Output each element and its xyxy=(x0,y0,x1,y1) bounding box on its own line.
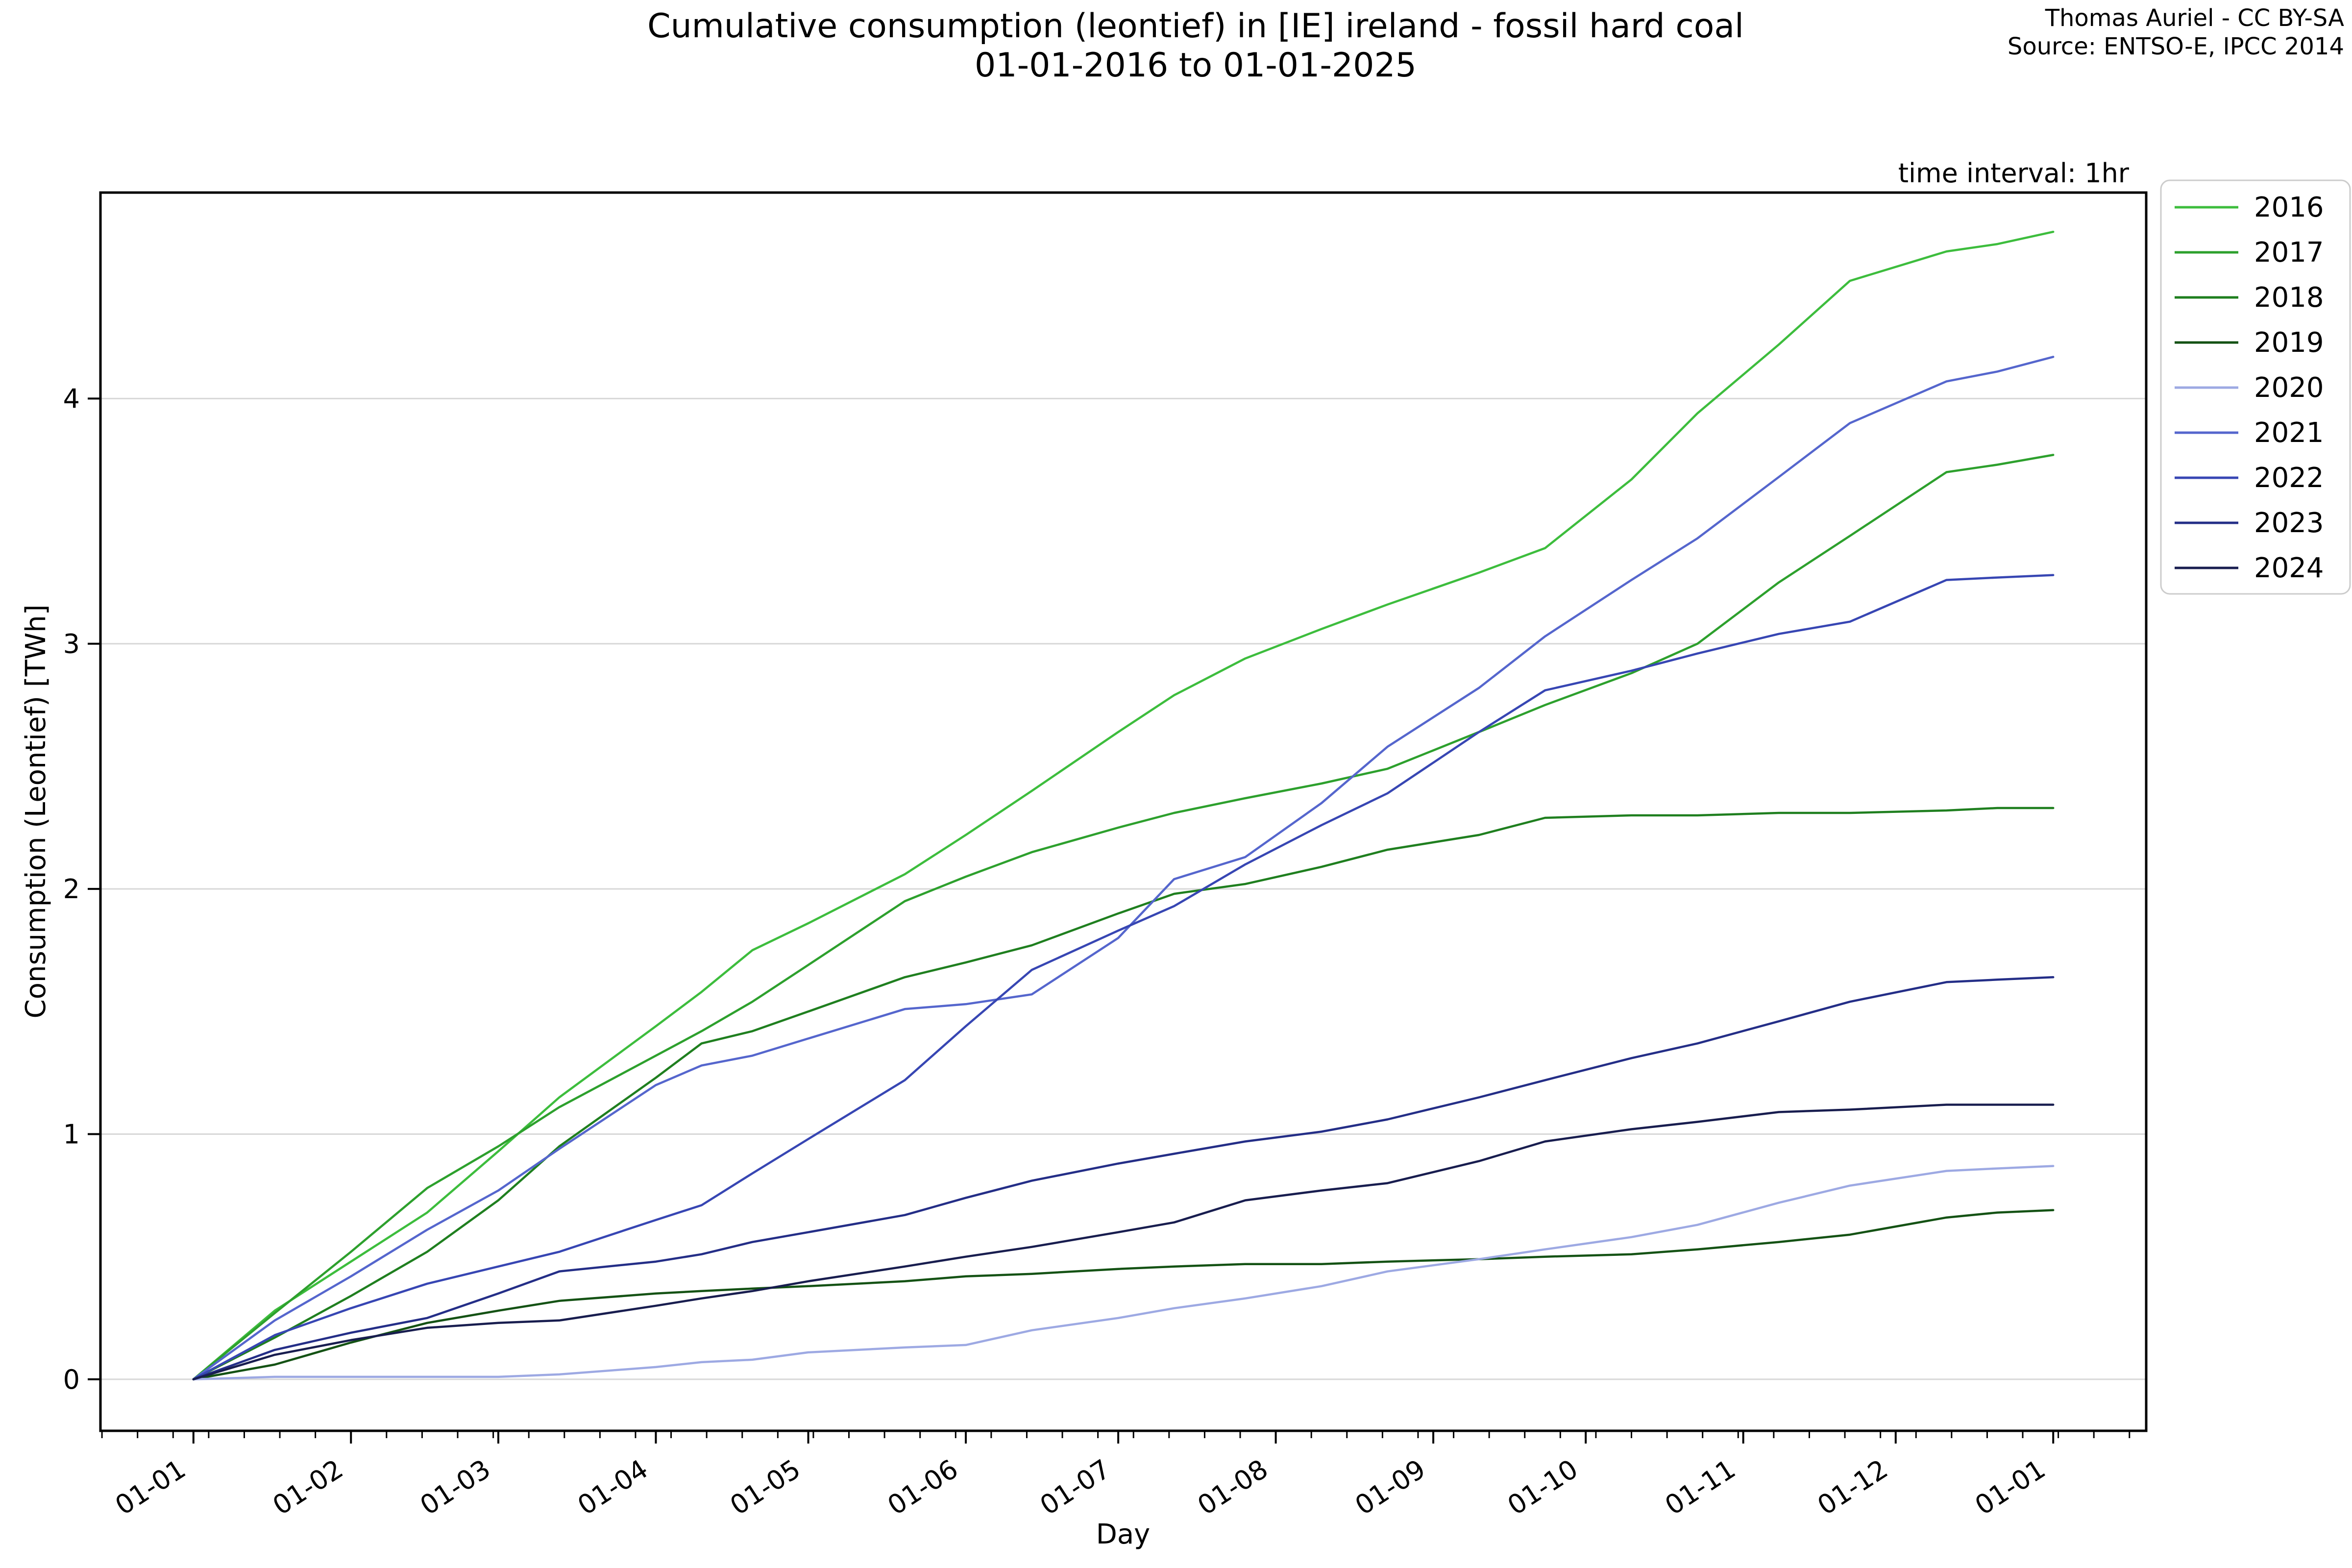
legend-label-2020: 2020 xyxy=(2254,372,2324,404)
legend-item-2020: 2020 xyxy=(2175,372,2324,404)
legend-item-2022: 2022 xyxy=(2175,462,2324,494)
x-tick-label-9: 01-10 xyxy=(1502,1453,1583,1521)
legend-item-2016: 2016 xyxy=(2175,192,2324,223)
x-tick-label-11: 01-12 xyxy=(1812,1453,1893,1521)
y-tick-label-1: 1 xyxy=(63,1119,80,1150)
chart-title: Cumulative consumption (leontief) in [IE… xyxy=(647,7,1744,85)
x-tick-label-12: 01-01 xyxy=(1969,1453,2051,1521)
series-line-2019 xyxy=(192,1209,2055,1381)
plot-border xyxy=(99,191,2148,1432)
legend-label-2017: 2017 xyxy=(2254,237,2324,269)
legend-item-2017: 2017 xyxy=(2175,237,2324,269)
legend-item-2023: 2023 xyxy=(2175,507,2324,539)
credit-text: Thomas Auriel - CC BY-SA Source: ENTSO-E… xyxy=(2008,4,2344,61)
x-tick-label-2: 01-03 xyxy=(415,1453,496,1521)
credit-source: Source: ENTSO-E, IPCC 2014 xyxy=(2007,33,2344,60)
series-lines xyxy=(192,230,2055,1381)
legend-label-2016: 2016 xyxy=(2254,192,2324,223)
legend-box xyxy=(2160,179,2351,595)
series-line-2016 xyxy=(192,230,2055,1381)
time-interval-note: time interval: 1hr xyxy=(1898,158,2130,189)
y-axis-label: Consumption (Leontief) [TWh] xyxy=(20,604,52,1018)
x-tick-label-1: 01-02 xyxy=(267,1453,348,1521)
chart-title-line1: Cumulative consumption (leontief) in [IE… xyxy=(647,7,1744,46)
x-tick-label-8: 01-09 xyxy=(1349,1453,1431,1521)
legend-label-2021: 2021 xyxy=(2254,417,2324,449)
x-axis-label: Day xyxy=(1096,1519,1151,1550)
x-tick-label-6: 01-07 xyxy=(1034,1453,1116,1521)
legend-item-2021: 2021 xyxy=(2175,417,2324,449)
x-tick-label-4: 01-05 xyxy=(725,1453,806,1521)
y-tick-label-0: 0 xyxy=(63,1364,80,1395)
series-line-2017 xyxy=(192,454,2055,1381)
legend-label-2018: 2018 xyxy=(2254,282,2324,314)
series-line-2023 xyxy=(192,976,2055,1381)
chart-title-line2: 01-01-2016 to 01-01-2025 xyxy=(975,46,1417,85)
x-tick-label-7: 01-08 xyxy=(1192,1453,1274,1521)
x-tick-label-5: 01-06 xyxy=(882,1453,963,1521)
x-tick-label-10: 01-11 xyxy=(1660,1453,1741,1521)
legend-label-2024: 2024 xyxy=(2254,552,2324,584)
series-line-2022 xyxy=(192,574,2055,1381)
series-line-2021 xyxy=(192,356,2055,1381)
legend: 2016 2017 2018 2019 2020 2021 2022 2023 2024 xyxy=(2160,179,2351,595)
legend-item-2019: 2019 xyxy=(2175,327,2324,359)
y-tick-label-2: 2 xyxy=(63,874,80,905)
x-tick-label-0: 01-01 xyxy=(110,1453,191,1521)
series-line-2020 xyxy=(192,1165,2055,1381)
series-line-2024 xyxy=(192,1103,2055,1381)
series-line-2018 xyxy=(192,807,2055,1381)
legend-label-2023: 2023 xyxy=(2254,507,2324,539)
legend-label-2019: 2019 xyxy=(2254,327,2324,359)
legend-label-2022: 2022 xyxy=(2254,462,2324,494)
legend-item-2024: 2024 xyxy=(2175,552,2324,584)
gridlines xyxy=(100,397,2146,1380)
x-tick-label-3: 01-04 xyxy=(572,1453,654,1521)
credit-author: Thomas Auriel - CC BY-SA xyxy=(2045,4,2344,32)
legend-item-2018: 2018 xyxy=(2175,282,2324,314)
y-tick-label-3: 3 xyxy=(63,629,80,660)
y-tick-label-4: 4 xyxy=(63,383,80,414)
